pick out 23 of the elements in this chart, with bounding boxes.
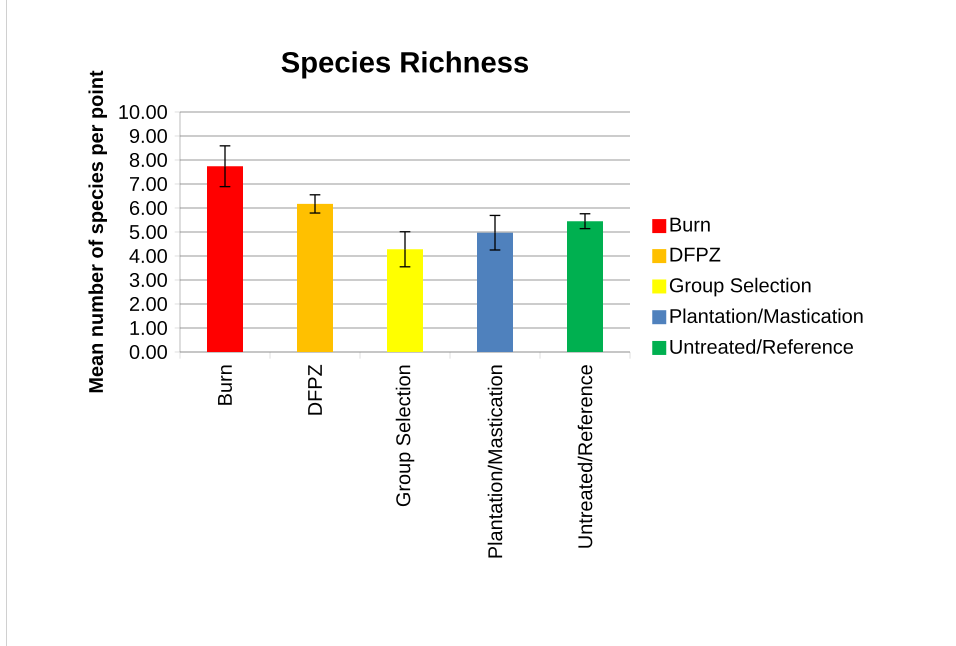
x-tick-label: Group Selection xyxy=(396,366,414,506)
y-tick-label: 2.00 xyxy=(130,296,167,312)
y-tick-label: 4.00 xyxy=(129,248,167,264)
y-tick-label: 7.00 xyxy=(130,176,167,192)
legend-label: DFPZ xyxy=(670,248,720,262)
y-tick-label: 3.00 xyxy=(130,272,167,288)
y-tick-label: 1.00 xyxy=(130,320,167,336)
legend-label: Untreated/Reference xyxy=(670,339,853,354)
y-tick-label: 5.00 xyxy=(130,224,167,240)
x-tick-label: Untreated/Reference xyxy=(578,365,592,548)
legend-label: Plantation/Mastication xyxy=(670,308,863,324)
y-tick-label: 9.00 xyxy=(130,128,167,144)
y-tick-label: 6.00 xyxy=(130,200,167,216)
y-axis-title: Mean number of species per point xyxy=(88,70,108,392)
legend-label: Group Selection xyxy=(670,278,810,296)
x-tick-label: Burn xyxy=(218,366,232,405)
x-tick-label: DFPZ xyxy=(308,364,322,415)
y-tick-label: 10.00 xyxy=(119,104,167,120)
y-tick-label: 0.00 xyxy=(130,344,167,360)
x-tick-label: Plantation/Mastication xyxy=(488,366,502,558)
chart-title: Species Richness xyxy=(282,51,528,78)
y-tick-label: 8.00 xyxy=(130,152,167,168)
legend-label: Burn xyxy=(670,218,710,232)
